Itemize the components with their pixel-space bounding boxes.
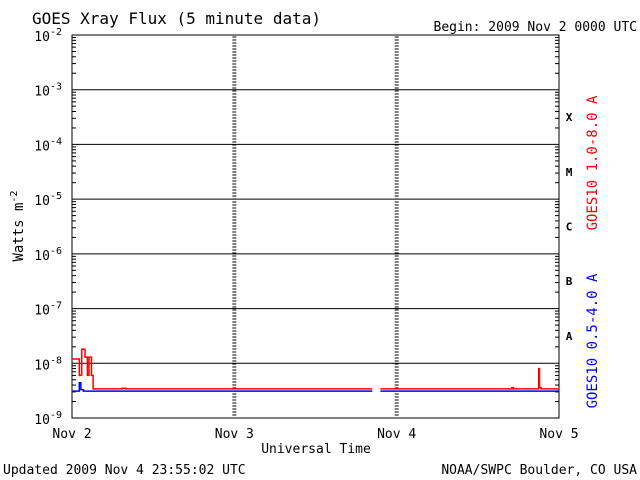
y-tick-exponent: -6 [50, 246, 62, 257]
y-axis-label-exponent: -2 [9, 190, 20, 202]
y-tick-mantissa: 10 [34, 358, 50, 373]
flare-class-label: M [566, 166, 573, 179]
y-tick-labels: 10-210-310-410-510-610-710-810-9 [34, 27, 62, 428]
y-axis-label: Watts m-2 [9, 190, 27, 261]
flare-class-label: C [566, 221, 573, 234]
x-tick-label: Nov 5 [539, 427, 578, 442]
y-tick-label: 10-7 [34, 301, 62, 319]
y-tick-mantissa: 10 [34, 304, 50, 319]
series-short-channel-line [72, 382, 373, 392]
y-tick-exponent: -2 [50, 27, 62, 38]
y-tick-exponent: -7 [50, 301, 62, 312]
y-tick-label: 10-8 [34, 355, 62, 373]
y-tick-mantissa: 10 [34, 194, 50, 209]
y-tick-exponent: -8 [50, 355, 62, 366]
plot-area [71, 34, 560, 419]
x-tick-label: Nov 2 [52, 427, 91, 442]
y-tick-mantissa: 10 [34, 413, 50, 428]
footer-credit: NOAA/SWPC Boulder, CO USA [441, 463, 637, 478]
y-tick-label: 10-4 [34, 136, 62, 154]
y-tick-label: 10-3 [34, 82, 62, 100]
y-tick-mantissa: 10 [34, 249, 50, 264]
y-tick-label: 10-5 [34, 191, 62, 209]
y-axis-label-text: Watts m [11, 203, 27, 262]
horizontal-gridlines [72, 89, 559, 364]
footer-updated: Updated 2009 Nov 4 23:55:02 UTC [3, 463, 246, 478]
plot-frame [71, 34, 560, 419]
y-tick-exponent: -5 [50, 191, 62, 202]
y-tick-exponent: -3 [50, 82, 62, 93]
y-tick-exponent: -4 [50, 136, 62, 147]
series-long-channel-line [380, 367, 559, 390]
begin-label: Begin: 2009 Nov 2 0000 UTC [434, 20, 638, 35]
x-tick-label: Nov 4 [377, 427, 416, 442]
legend-long-channel: GOES10 1.0-8.0 A [585, 95, 601, 230]
flare-class-label: B [566, 275, 573, 288]
chart-title: GOES Xray Flux (5 minute data) [32, 9, 321, 28]
y-tick-mantissa: 10 [34, 30, 50, 45]
day-separators [232, 36, 399, 416]
y-tick-label: 10-6 [34, 246, 62, 264]
y-tick-label: 10-9 [34, 410, 62, 428]
y-tick-mantissa: 10 [34, 85, 50, 100]
series-layer [72, 348, 559, 392]
x-tick-label: Nov 3 [215, 427, 254, 442]
flare-class-labels: X M C B A [566, 111, 573, 343]
y-tick-mantissa: 10 [34, 139, 50, 154]
y-tick-exponent: -9 [50, 410, 62, 421]
flare-class-label: A [566, 330, 573, 343]
x-tick-labels: Nov 2 Nov 3 Nov 4 Nov 5 [52, 427, 578, 442]
flare-class-label: X [566, 111, 573, 124]
y-tick-label: 10-2 [34, 27, 62, 45]
legend-short-channel: GOES10 0.5-4.0 A [585, 273, 601, 408]
series-long-channel-line [72, 348, 373, 390]
y-minor-ticks [72, 37, 559, 403]
x-axis-label: Universal Time [261, 442, 371, 457]
